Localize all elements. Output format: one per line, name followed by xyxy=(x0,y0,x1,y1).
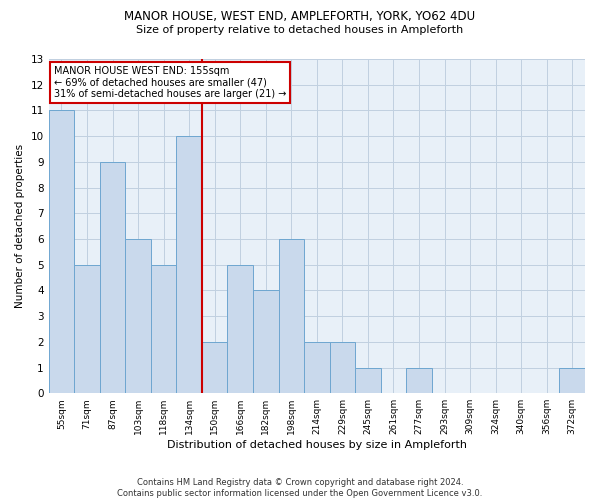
Text: Contains HM Land Registry data © Crown copyright and database right 2024.
Contai: Contains HM Land Registry data © Crown c… xyxy=(118,478,482,498)
Text: MANOR HOUSE WEST END: 155sqm
← 69% of detached houses are smaller (47)
31% of se: MANOR HOUSE WEST END: 155sqm ← 69% of de… xyxy=(54,66,286,99)
Bar xyxy=(151,264,176,393)
Bar xyxy=(125,239,151,393)
Bar xyxy=(355,368,380,393)
X-axis label: Distribution of detached houses by size in Ampleforth: Distribution of detached houses by size … xyxy=(167,440,467,450)
Bar xyxy=(227,264,253,393)
Bar xyxy=(100,162,125,393)
Bar xyxy=(253,290,278,393)
Bar xyxy=(202,342,227,393)
Y-axis label: Number of detached properties: Number of detached properties xyxy=(15,144,25,308)
Bar xyxy=(278,239,304,393)
Bar xyxy=(329,342,355,393)
Bar xyxy=(49,110,74,393)
Bar xyxy=(304,342,329,393)
Text: Size of property relative to detached houses in Ampleforth: Size of property relative to detached ho… xyxy=(136,25,464,35)
Bar xyxy=(74,264,100,393)
Bar xyxy=(176,136,202,393)
Text: MANOR HOUSE, WEST END, AMPLEFORTH, YORK, YO62 4DU: MANOR HOUSE, WEST END, AMPLEFORTH, YORK,… xyxy=(124,10,476,23)
Bar xyxy=(406,368,432,393)
Bar xyxy=(559,368,585,393)
